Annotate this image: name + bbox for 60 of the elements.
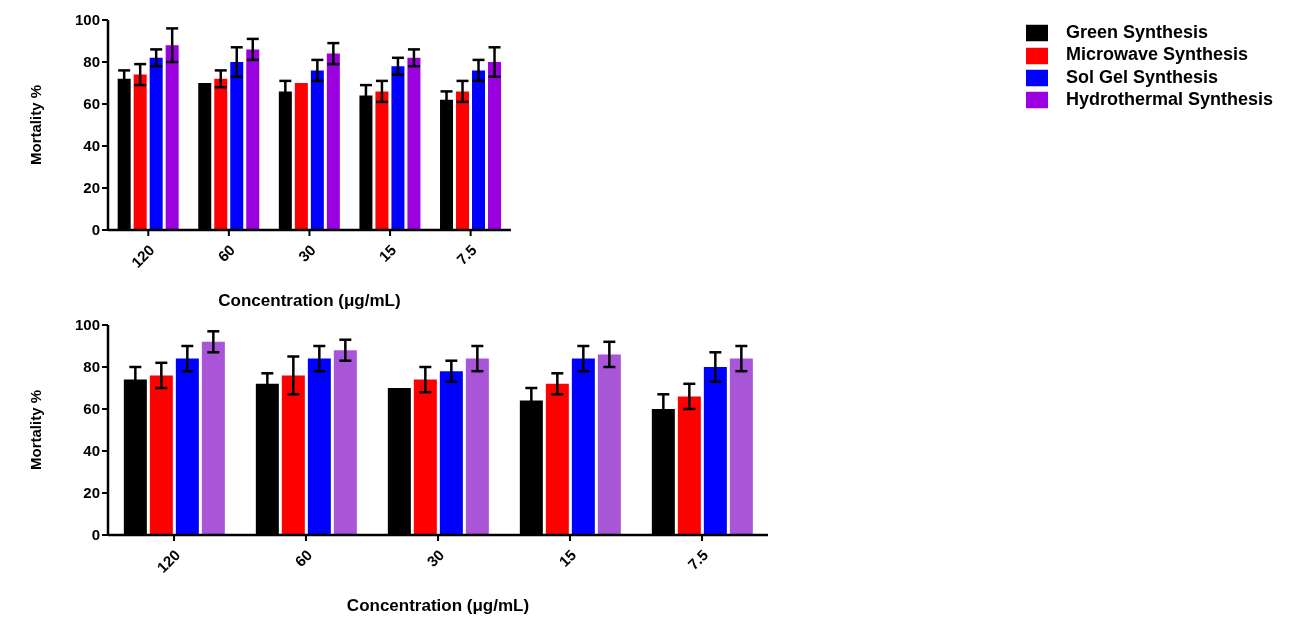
x-tick-label: 7.5 [684, 546, 712, 573]
bar [571, 358, 595, 535]
x-tick-label: 7.5 [453, 241, 480, 268]
y-tick-label: 80 [83, 53, 100, 71]
legend-label: Sol Gel Synthesis [1065, 66, 1218, 87]
bar [413, 379, 437, 535]
bar [677, 396, 701, 535]
bar [545, 383, 569, 535]
bar [214, 78, 228, 230]
y-axis-title: Mortality % [27, 389, 45, 471]
x-axis-title: Concentration (μg/mL) [218, 291, 401, 310]
bar [281, 375, 305, 535]
y-tick-label: 0 [91, 526, 100, 544]
y-tick-label: 40 [83, 137, 100, 155]
bar [456, 91, 470, 230]
bar [465, 358, 489, 535]
legend-label: Hydrothermal Synthesis [1065, 88, 1273, 109]
x-tick-label: 15 [555, 546, 580, 570]
bar [439, 371, 463, 535]
y-tick-label: 100 [74, 316, 100, 334]
x-axis-title: Concentration (μg/mL) [346, 596, 530, 615]
x-tick-label: 15 [375, 241, 400, 265]
y-tick-label: 40 [83, 442, 100, 460]
x-tick-label: 30 [423, 546, 448, 570]
bar [201, 341, 225, 535]
bar [310, 70, 324, 230]
y-tick-label: 20 [83, 179, 100, 197]
bar [149, 57, 163, 230]
bar [703, 367, 727, 535]
bar [375, 91, 389, 230]
bar [230, 62, 244, 230]
bar [391, 66, 405, 230]
legend-label: Microwave Synthesis [1065, 44, 1249, 65]
y-tick-label: 80 [83, 358, 100, 376]
y-tick-label: 100 [74, 11, 100, 29]
bar [472, 70, 486, 230]
y-tick-label: 60 [83, 400, 100, 418]
bar [326, 53, 340, 230]
y-axis-title: Mortality % [27, 84, 45, 166]
legend-label: Green Synthesis [1065, 22, 1208, 42]
bar [307, 358, 331, 535]
x-tick-label: 120 [127, 241, 158, 271]
bar [597, 354, 621, 535]
bar [729, 358, 753, 535]
x-tick-label: 120 [153, 546, 184, 576]
bar [294, 83, 308, 230]
bar [488, 62, 502, 230]
bar [165, 45, 179, 230]
y-tick-label: 0 [91, 221, 100, 239]
x-tick-label: 60 [291, 546, 316, 570]
bar [149, 375, 173, 535]
y-tick-label: 60 [83, 95, 100, 113]
x-tick-label: 30 [294, 241, 319, 265]
bar [133, 74, 147, 230]
y-tick-label: 20 [83, 484, 100, 502]
x-tick-label: 60 [214, 241, 239, 265]
bar [407, 57, 421, 230]
bar [333, 350, 357, 535]
bar [246, 49, 260, 230]
bar [175, 358, 199, 535]
